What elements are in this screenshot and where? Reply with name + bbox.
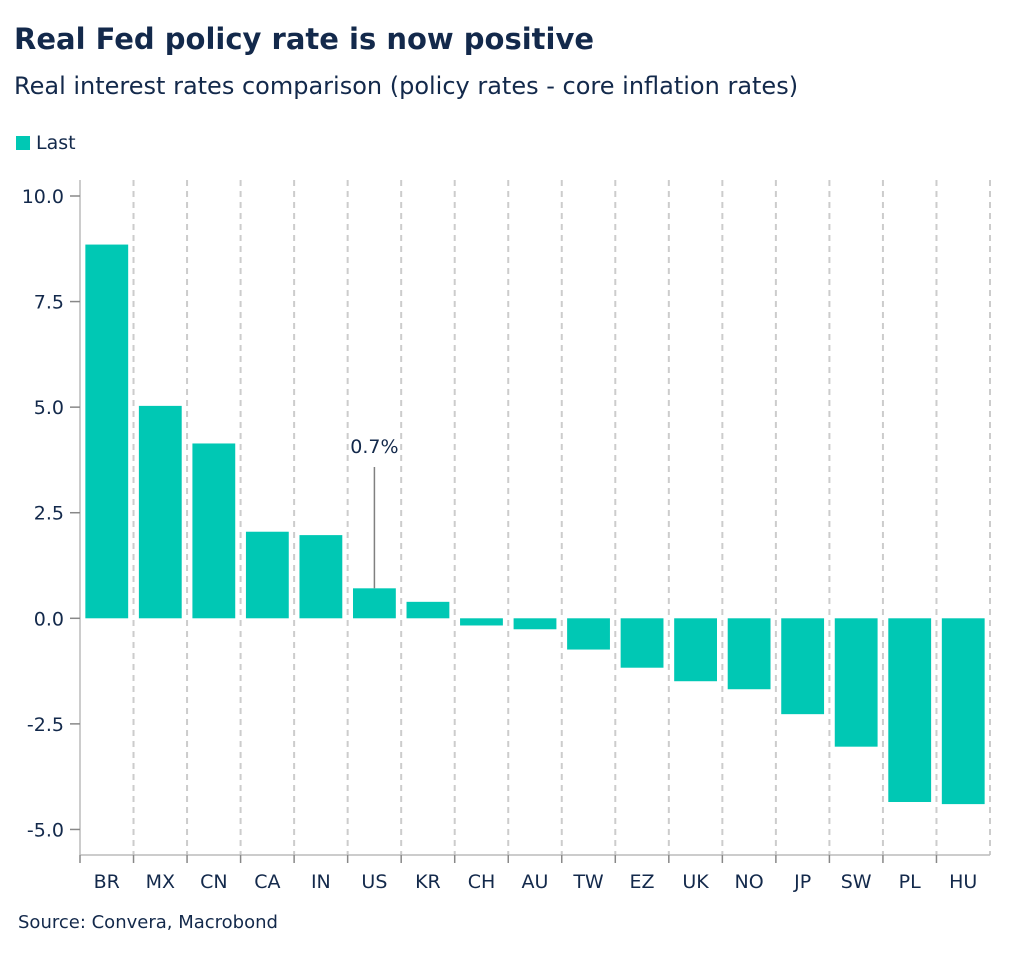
bar-sw xyxy=(834,618,878,747)
legend: Last xyxy=(16,132,76,154)
y-tick-label: 2.5 xyxy=(34,503,64,525)
bar-cn xyxy=(192,443,236,619)
bar-au xyxy=(513,618,557,630)
x-tick-label: AU xyxy=(522,871,549,893)
x-tick-label: IN xyxy=(311,871,331,893)
source-note: Source: Convera, Macrobond xyxy=(18,912,278,933)
chart-subtitle: Real interest rates comparison (policy r… xyxy=(14,72,799,100)
bar-ch xyxy=(460,618,503,626)
y-tick-label: 5.0 xyxy=(34,397,64,419)
y-tick-label: -5.0 xyxy=(27,819,64,841)
bar-tw xyxy=(567,618,610,650)
x-tick-label: US xyxy=(361,871,387,893)
legend-swatch xyxy=(16,136,30,150)
bar-ca xyxy=(245,531,289,619)
x-tick-label: MX xyxy=(146,871,175,893)
y-tick-label: 0.0 xyxy=(34,608,64,630)
x-tick-label: PL xyxy=(899,871,921,893)
bar-uk xyxy=(674,618,717,682)
y-tick-label: 10.0 xyxy=(22,186,64,208)
bar-us xyxy=(353,588,396,619)
x-tick-label: NO xyxy=(735,871,764,893)
bar-jp xyxy=(781,618,825,715)
x-tick-label: CH xyxy=(468,871,496,893)
x-tick-label: CA xyxy=(254,871,280,893)
bar-in xyxy=(299,535,343,619)
annotation-label: 0.7% xyxy=(350,436,398,458)
bar-ez xyxy=(620,618,664,668)
bar-pl xyxy=(888,618,932,803)
x-tick-label: KR xyxy=(415,871,441,893)
x-tick-label: JP xyxy=(793,871,811,893)
x-tick-label: EZ xyxy=(630,871,655,893)
x-tick-label: TW xyxy=(572,871,604,893)
x-tick-label: BR xyxy=(94,871,120,893)
bar-mx xyxy=(138,405,182,619)
bar-hu xyxy=(941,618,985,805)
x-tick-label: HU xyxy=(949,871,977,893)
x-tick-label: CN xyxy=(200,871,227,893)
legend-label: Last xyxy=(36,132,76,154)
bar-no xyxy=(727,618,771,690)
x-tick-label: UK xyxy=(682,871,709,893)
bar-br xyxy=(85,244,129,619)
y-tick-label: 7.5 xyxy=(34,292,64,314)
y-tick-label: -2.5 xyxy=(27,714,64,736)
x-tick-label: SW xyxy=(841,871,872,893)
bar-kr xyxy=(406,601,450,619)
chart-title: Real Fed policy rate is now positive xyxy=(14,22,595,56)
